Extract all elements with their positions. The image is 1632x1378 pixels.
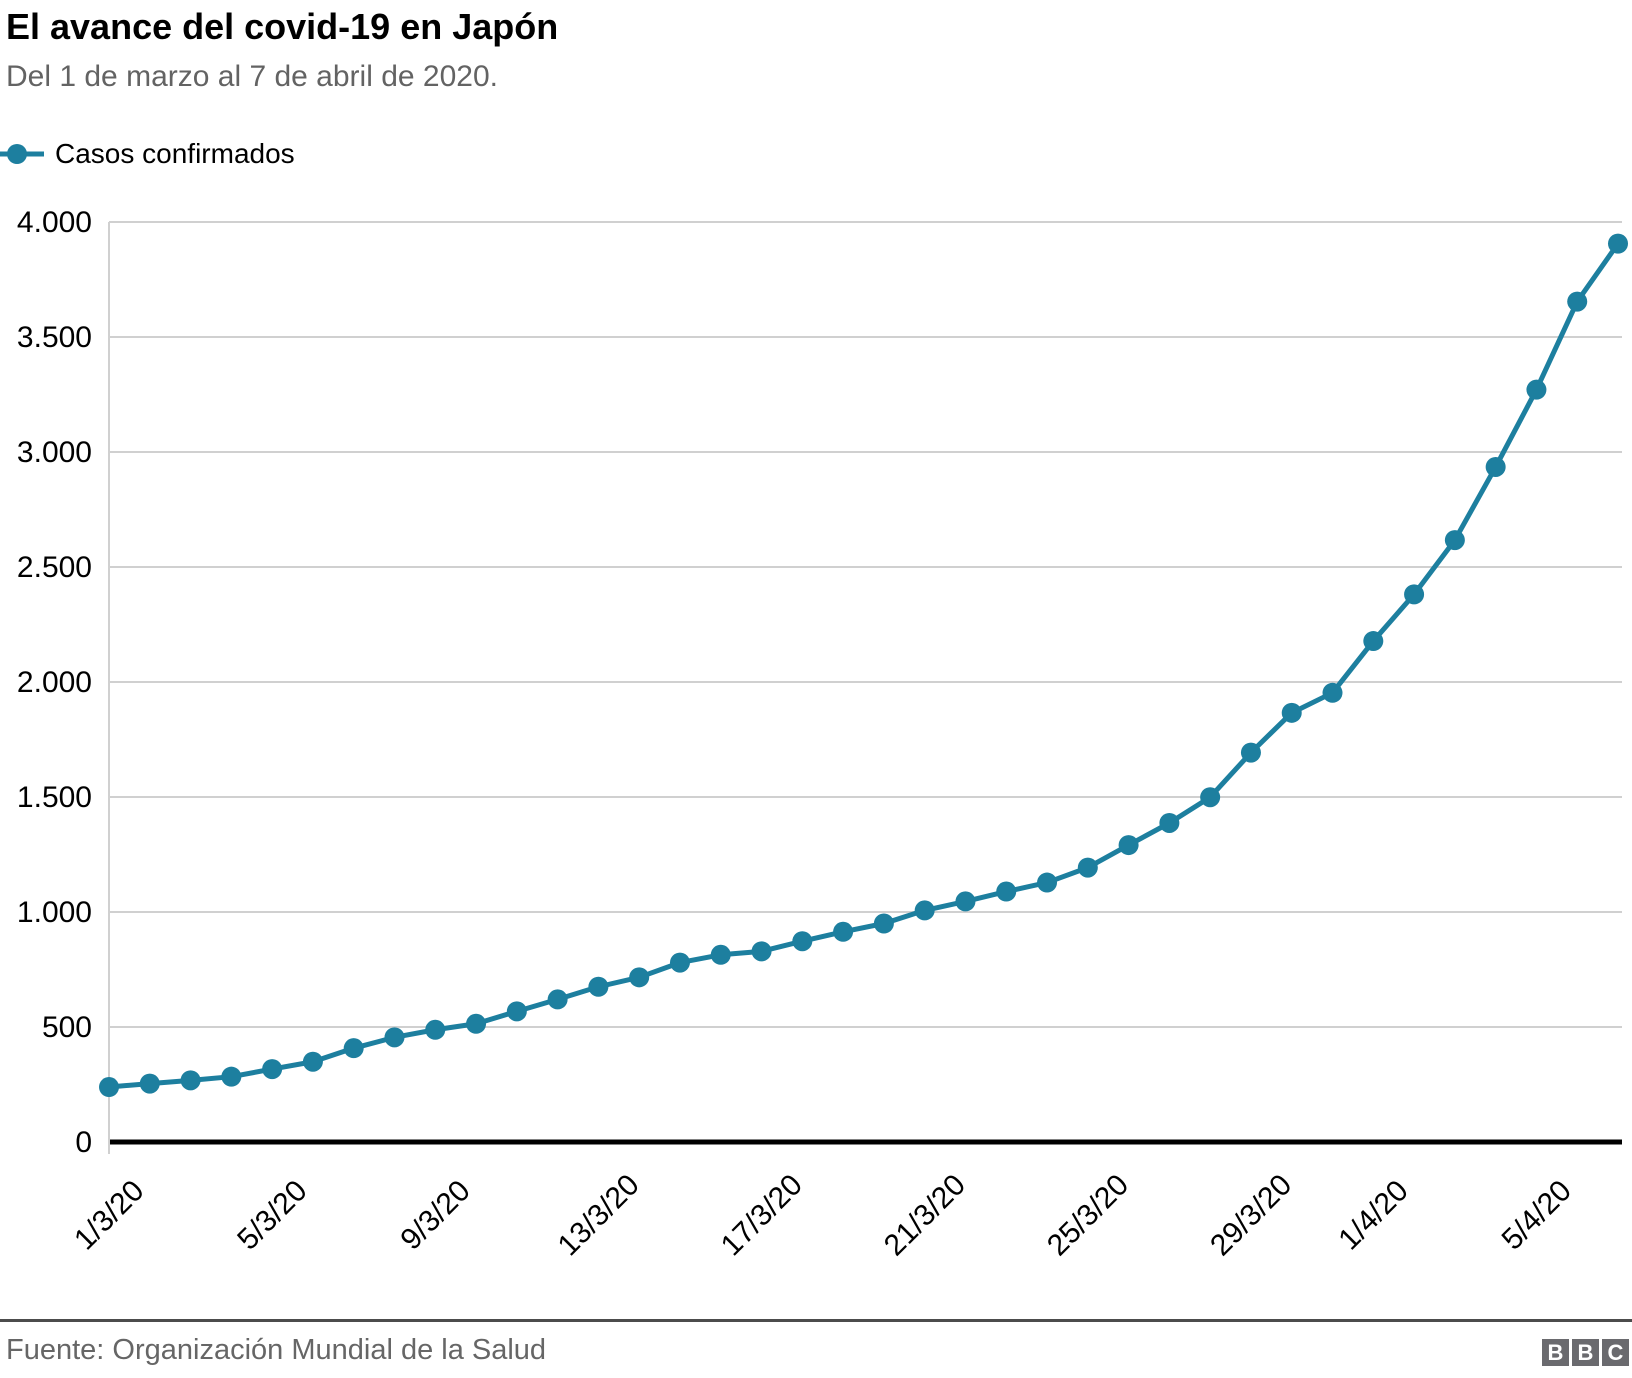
source-text: Fuente: Organización Mundial de la Salud [6, 1334, 547, 1366]
x-axis-label: 1/4/20 [1332, 1174, 1414, 1256]
legend-marker-icon [0, 144, 44, 164]
y-axis-label: 3.000 [17, 436, 92, 469]
data-point [1077, 857, 1098, 878]
y-axis-label: 0 [75, 1126, 92, 1159]
y-axis-label: 2.500 [17, 551, 92, 584]
legend-dot-icon [7, 144, 27, 164]
data-point [262, 1059, 283, 1080]
data-point [1118, 835, 1139, 856]
data-point [833, 921, 854, 942]
data-point [99, 1077, 119, 1098]
data-point [1485, 456, 1506, 477]
data-point [996, 881, 1017, 902]
x-axis-label: 1/3/20 [68, 1174, 150, 1256]
data-point [1281, 702, 1302, 723]
data-point [139, 1073, 160, 1094]
data-point [914, 900, 935, 921]
y-axis-label: 2.000 [17, 666, 92, 699]
data-point [873, 913, 894, 934]
data-point [506, 1001, 527, 1022]
series-line [108, 242, 1621, 1090]
legend-label: Casos confirmados [55, 138, 295, 169]
data-point [425, 1019, 446, 1040]
bbc-logo-letter: C [1602, 1339, 1629, 1366]
chart-subtitle: Del 1 de marzo al 7 de abril de 2020. [6, 60, 498, 93]
legend: Casos confirmados [0, 138, 295, 170]
data-point [180, 1070, 201, 1091]
data-point [343, 1038, 364, 1059]
line-chart: 0 500 1.000 1.500 2.000 2.500 3.000 3.500 4.000 1… [17, 206, 1628, 1262]
data-point [1608, 233, 1628, 254]
y-axis-label: 3.500 [17, 321, 92, 354]
data-point [1037, 872, 1058, 893]
data-point [1567, 291, 1588, 312]
bbc-logo-letter: B [1542, 1339, 1569, 1366]
data-point [1404, 584, 1425, 605]
x-axis-label: 13/3/20 [552, 1168, 646, 1262]
data-point [629, 967, 650, 988]
data-point [1240, 742, 1261, 763]
x-axis-label: 5/3/20 [231, 1174, 313, 1256]
data-point [1444, 530, 1465, 551]
data-point [221, 1066, 242, 1087]
data-point [302, 1051, 323, 1072]
data-point [1526, 379, 1547, 400]
chart-title: El avance del covid-19 en Japón [6, 6, 559, 47]
data-point [955, 891, 976, 912]
x-axis-label: 25/3/20 [1041, 1168, 1135, 1262]
bbc-logo-letter: B [1572, 1339, 1599, 1366]
data-point [384, 1027, 405, 1048]
data-point [1159, 812, 1180, 833]
y-axis-label: 1.500 [17, 781, 92, 814]
data-point [588, 976, 609, 997]
data-point [751, 941, 772, 962]
data-point [669, 952, 690, 973]
x-axis-label: 17/3/20 [715, 1168, 809, 1262]
data-point [1200, 787, 1221, 808]
data-point [1363, 631, 1384, 652]
x-axis-label: 9/3/20 [394, 1174, 476, 1256]
data-point [1322, 682, 1343, 703]
x-axis-label: 21/3/20 [878, 1168, 972, 1262]
x-axis-label: 5/4/20 [1496, 1174, 1578, 1256]
x-axis-label: 29/3/20 [1204, 1168, 1298, 1262]
data-point [710, 944, 731, 965]
y-axis-label: 4.000 [17, 206, 92, 239]
data-point [792, 931, 813, 952]
data-point [466, 1013, 487, 1034]
footer-divider [0, 1319, 1632, 1322]
y-axis-label: 1.000 [17, 896, 92, 929]
data-point [547, 989, 568, 1010]
y-axis-label: 500 [42, 1011, 92, 1044]
